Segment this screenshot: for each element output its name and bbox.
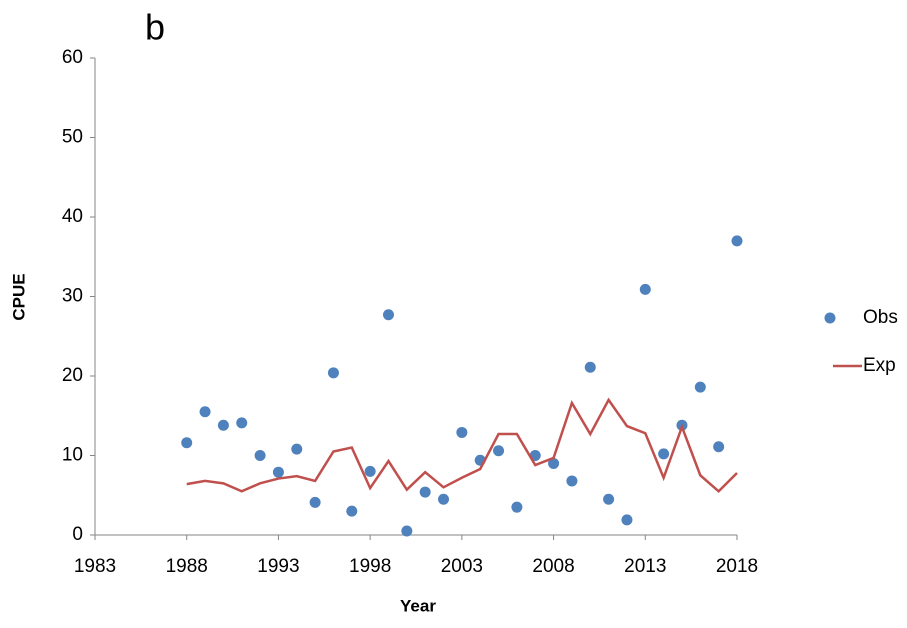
y-tick-label: 10: [62, 445, 83, 466]
x-tick-label: 2008: [532, 556, 574, 577]
legend-label: Obs: [863, 307, 898, 328]
data-point: [713, 441, 725, 453]
data-point: [548, 457, 560, 469]
data-point: [603, 493, 615, 505]
data-point: [566, 475, 578, 487]
data-point: [217, 419, 229, 431]
data-point: [364, 465, 376, 477]
x-tick-label: 2018: [716, 556, 758, 577]
y-tick-label: 50: [62, 127, 83, 148]
x-tick-label: 1988: [166, 556, 208, 577]
data-point: [272, 466, 284, 478]
data-point: [382, 309, 394, 321]
x-tick-label: 1998: [349, 556, 391, 577]
y-tick-label: 60: [62, 47, 83, 68]
data-point: [236, 417, 248, 429]
data-point: [327, 367, 339, 379]
data-point: [456, 426, 468, 438]
data-point: [639, 283, 651, 295]
data-point: [346, 505, 358, 517]
x-tick-label: 2003: [441, 556, 483, 577]
y-tick-label: 30: [62, 286, 83, 307]
chart-title: b: [145, 7, 165, 48]
y-axis-label: CPUE: [9, 273, 28, 320]
data-point: [438, 493, 450, 505]
y-tick-label: 40: [62, 206, 83, 227]
series-line: [186, 397, 738, 493]
data-point: [584, 361, 596, 373]
data-point: [254, 450, 266, 461]
data-point: [731, 235, 743, 247]
x-tick-label: 2013: [624, 556, 666, 577]
y-tick-label: 0: [72, 524, 83, 545]
data-point: [199, 406, 211, 418]
x-tick-label: 1993: [257, 556, 299, 577]
data-point: [181, 437, 193, 449]
x-axis-label: Year: [400, 596, 436, 615]
y-tick-label: 20: [62, 365, 83, 386]
data-point: [621, 514, 633, 526]
data-point: [419, 486, 431, 498]
data-point: [291, 443, 303, 455]
data-point: [401, 525, 413, 537]
legend-label: Exp: [863, 355, 896, 376]
data-point: [511, 501, 523, 513]
data-point: [309, 496, 321, 508]
legend-marker: [824, 312, 836, 324]
data-point: [493, 445, 505, 457]
data-point: [694, 381, 706, 393]
x-tick-label: 1983: [74, 556, 116, 577]
data-point: [658, 448, 670, 460]
